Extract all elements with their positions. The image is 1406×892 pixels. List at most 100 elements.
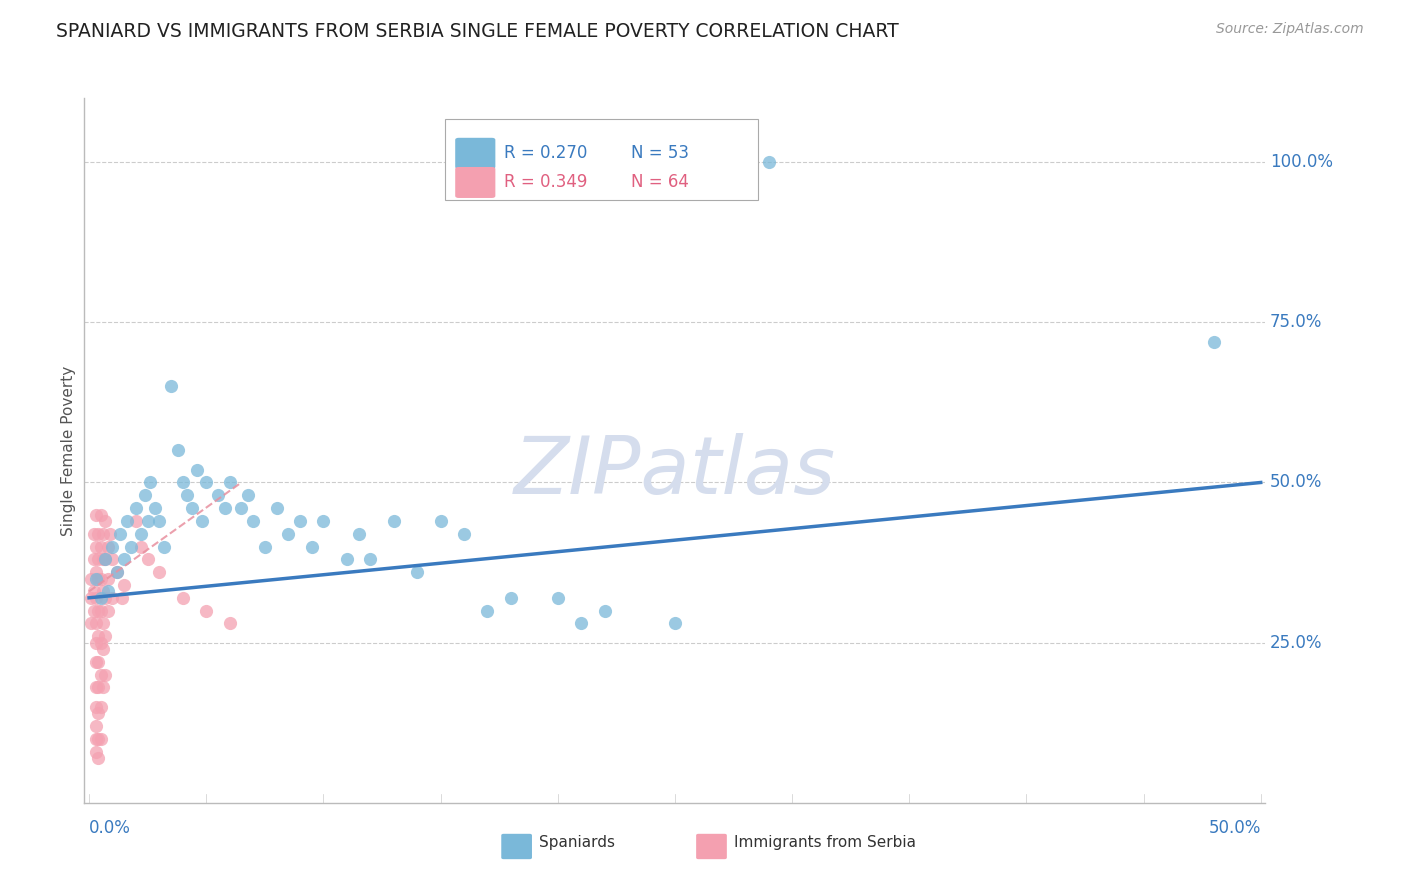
Point [134, 488, 156, 502]
FancyBboxPatch shape [502, 834, 531, 859]
Point [1202, 334, 1225, 349]
Point [195, 604, 218, 618]
Point [101, 591, 124, 605]
Point [84, 745, 107, 759]
Point [87, 572, 110, 586]
Point [593, 604, 616, 618]
Point [84, 572, 107, 586]
Point [80, 591, 103, 605]
Point [101, 540, 124, 554]
Point [136, 552, 159, 566]
FancyBboxPatch shape [456, 137, 495, 169]
Point [90, 604, 112, 618]
Point [84, 699, 107, 714]
Point [90, 699, 112, 714]
Point [101, 552, 124, 566]
Point [277, 526, 299, 541]
Point [139, 475, 162, 490]
Point [547, 591, 569, 605]
Point [231, 501, 253, 516]
Point [87, 681, 110, 695]
Point [190, 514, 212, 528]
Point [336, 552, 359, 566]
Point [90, 667, 112, 681]
Text: 25.0%: 25.0% [1270, 633, 1323, 652]
Point [125, 514, 148, 528]
Point [347, 526, 370, 541]
Point [91, 526, 114, 541]
Text: 0.0%: 0.0% [89, 819, 131, 837]
Point [266, 501, 288, 516]
Text: 100.0%: 100.0% [1270, 153, 1333, 171]
Point [83, 604, 105, 618]
FancyBboxPatch shape [696, 834, 727, 859]
Point [84, 616, 107, 631]
Point [90, 635, 112, 649]
Point [172, 475, 194, 490]
Point [218, 616, 240, 631]
Point [94, 629, 117, 643]
Point [186, 463, 208, 477]
Point [129, 526, 152, 541]
Point [91, 642, 114, 657]
FancyBboxPatch shape [456, 167, 495, 198]
Text: R = 0.349: R = 0.349 [503, 173, 586, 192]
Point [301, 540, 323, 554]
Point [84, 731, 107, 746]
Text: 50.0%: 50.0% [1208, 819, 1261, 837]
Point [83, 552, 105, 566]
Point [91, 584, 114, 599]
Point [90, 591, 112, 605]
Point [125, 501, 148, 516]
Text: 50.0%: 50.0% [1270, 474, 1323, 491]
Point [115, 514, 138, 528]
Point [90, 572, 112, 586]
Point [87, 706, 110, 720]
Text: 75.0%: 75.0% [1270, 313, 1323, 331]
Point [167, 443, 190, 458]
Point [453, 526, 475, 541]
Point [129, 540, 152, 554]
Point [172, 591, 194, 605]
Point [94, 667, 117, 681]
Point [406, 565, 429, 579]
Point [94, 514, 117, 528]
Point [87, 751, 110, 765]
Point [359, 552, 381, 566]
Point [112, 552, 135, 566]
Point [176, 488, 198, 502]
Point [207, 488, 229, 502]
Point [105, 565, 128, 579]
Point [214, 501, 236, 516]
Point [84, 655, 107, 669]
Point [84, 591, 107, 605]
Point [91, 681, 114, 695]
Point [253, 540, 276, 554]
Text: SPANIARD VS IMMIGRANTS FROM SERBIA SINGLE FEMALE POVERTY CORRELATION CHART: SPANIARD VS IMMIGRANTS FROM SERBIA SINGL… [56, 22, 898, 41]
Point [160, 379, 183, 393]
Point [120, 540, 142, 554]
Point [87, 655, 110, 669]
Point [97, 604, 120, 618]
Point [108, 526, 131, 541]
Point [84, 719, 107, 733]
Point [84, 508, 107, 522]
Y-axis label: Single Female Poverty: Single Female Poverty [60, 366, 76, 535]
Point [218, 475, 240, 490]
Point [136, 514, 159, 528]
Point [112, 578, 135, 592]
Point [143, 501, 166, 516]
Point [569, 616, 592, 631]
Point [91, 616, 114, 631]
Text: Spaniards: Spaniards [538, 835, 614, 850]
Text: Immigrants from Serbia: Immigrants from Serbia [734, 835, 915, 850]
Point [91, 552, 114, 566]
Text: Source: ZipAtlas.com: Source: ZipAtlas.com [1216, 22, 1364, 37]
Text: R = 0.270: R = 0.270 [503, 145, 586, 162]
Point [148, 565, 170, 579]
Point [90, 540, 112, 554]
Point [83, 526, 105, 541]
Point [97, 584, 120, 599]
Point [477, 604, 499, 618]
Point [94, 552, 117, 566]
